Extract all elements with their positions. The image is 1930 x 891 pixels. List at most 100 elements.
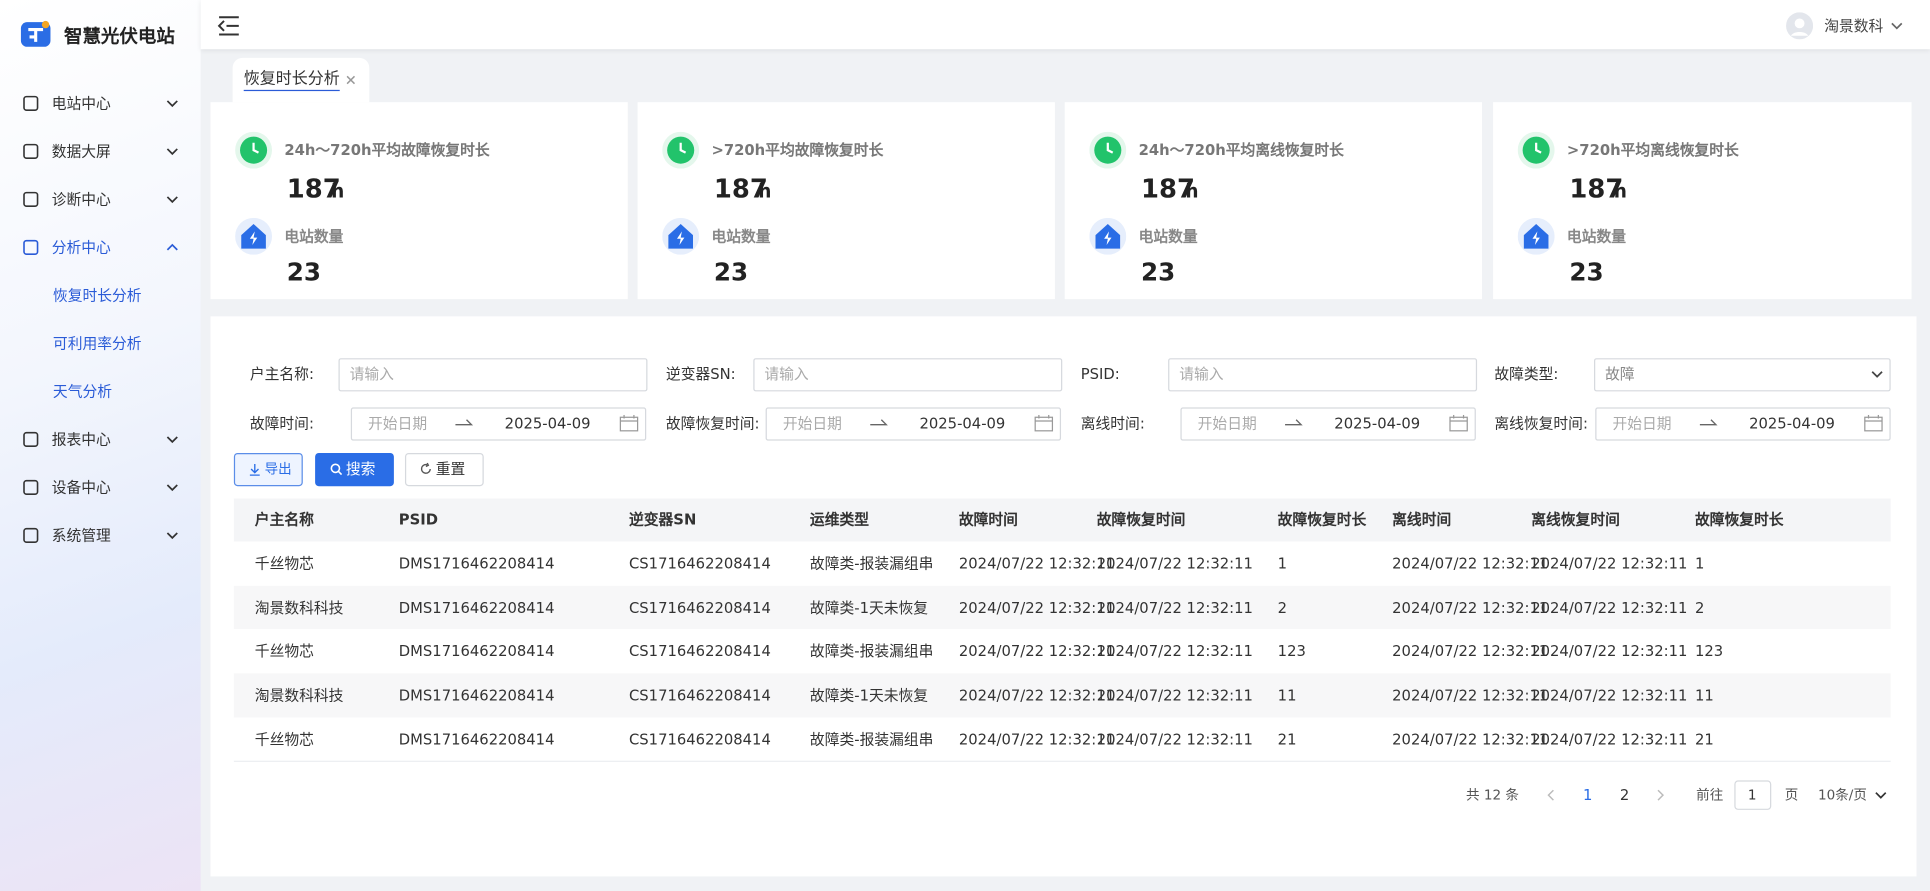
table-cell: 123	[1277, 643, 1306, 661]
menu-item[interactable]: 设备中心	[51, 478, 111, 497]
menu-icon	[23, 191, 39, 207]
button-icon	[330, 463, 343, 476]
submenu-item[interactable]: 可利用率分析	[52, 334, 142, 353]
pagination-total: 共 12 条	[1466, 787, 1519, 804]
table-row	[233, 717, 1891, 763]
avatar	[1786, 12, 1814, 40]
station-icon	[662, 217, 700, 255]
page-size[interactable]: 10条/页	[1818, 787, 1867, 804]
select[interactable]	[1594, 358, 1891, 392]
submenu-item[interactable]: 恢复时长分析	[52, 286, 142, 305]
column-header: 离线恢复时间	[1531, 510, 1620, 529]
filter-label: 故障时间:	[249, 414, 314, 433]
table-cell: CS1716462208414	[628, 643, 771, 661]
table-cell: DMS1716462208414	[398, 730, 555, 749]
text-input[interactable]	[1168, 358, 1478, 392]
filter-label: 逆变器SN:	[665, 365, 736, 383]
table-cell: 1	[1277, 555, 1288, 573]
menu-item[interactable]: 电站中心	[51, 94, 111, 113]
range-arrow	[1285, 419, 1303, 426]
table-row	[233, 673, 1891, 718]
date-range[interactable]	[350, 407, 647, 441]
menu-item[interactable]: 诊断中心	[51, 190, 111, 209]
header	[200, 0, 1930, 50]
column-header: 故障恢复时长	[1694, 510, 1784, 529]
calendar-icon	[1864, 414, 1883, 432]
button-label[interactable]: 导出	[264, 460, 292, 477]
chevron	[166, 196, 178, 204]
date-start: 开始日期	[782, 414, 842, 433]
button-label[interactable]: 重置	[435, 460, 466, 478]
card-unit: h	[331, 180, 345, 203]
table-cell: 淘景数科科技	[254, 686, 344, 705]
page-input[interactable]	[1734, 780, 1772, 810]
menu-icon	[23, 95, 39, 111]
column-header: 故障恢复时长	[1277, 510, 1367, 529]
range-arrow	[1699, 419, 1718, 426]
menu-item[interactable]: 系统管理	[51, 526, 111, 545]
tab-close	[346, 75, 356, 85]
logo	[20, 20, 51, 47]
table-cell: 2024/07/22 12:32:11	[1096, 730, 1253, 749]
tab[interactable]	[232, 57, 370, 103]
table-cell: 千丝物芯	[254, 643, 314, 661]
submenu-item[interactable]: 天气分析	[52, 382, 113, 401]
button[interactable]	[315, 452, 394, 487]
menu-icon	[23, 239, 39, 255]
table-cell: DMS1716462208414	[398, 686, 555, 705]
card-value: 187	[1569, 174, 1624, 204]
page-number[interactable]: 2	[1619, 786, 1630, 804]
table-cell: 故障类-报装漏组串	[809, 555, 934, 573]
table-cell: CS1716462208414	[628, 730, 771, 749]
table-row	[233, 629, 1891, 674]
button-icon	[249, 464, 260, 476]
chevron	[1871, 371, 1883, 378]
table-cell: 故障类-报装漏组串	[809, 730, 934, 749]
table-cell: 2024/07/22 12:32:11	[958, 643, 1116, 661]
card-value: 187	[286, 174, 341, 204]
card-title: >720h平均离线恢复时长	[1566, 141, 1739, 159]
input-placeholder: 请输入	[349, 365, 394, 383]
date-range[interactable]	[1595, 407, 1891, 441]
tab-label[interactable]: 恢复时长分析	[243, 71, 340, 92]
table-cell: DMS1716462208414	[398, 643, 555, 661]
page-input-value[interactable]: 1	[1747, 787, 1757, 804]
text-input[interactable]	[338, 358, 648, 392]
table-cell: CS1716462208414	[628, 686, 771, 705]
text-input[interactable]	[753, 358, 1063, 392]
table-cell: CS1716462208414	[628, 555, 771, 573]
station-icon	[1089, 217, 1127, 255]
button[interactable]	[233, 452, 303, 487]
menu-toggle	[217, 16, 239, 36]
menu-item[interactable]: 分析中心	[51, 238, 111, 257]
input-placeholder: 请输入	[764, 365, 809, 383]
date-start: 开始日期	[368, 414, 428, 433]
filter-label: 离线时间:	[1080, 414, 1145, 433]
table-cell: 2	[1277, 599, 1288, 617]
clock-icon	[1089, 131, 1127, 169]
table-cell: 2024/07/22 12:32:11	[1096, 643, 1253, 661]
table-cell: 2024/07/22 12:32:11	[1392, 599, 1549, 617]
card-title: 24h～720h平均故障恢复时长	[284, 141, 490, 159]
date-range[interactable]	[765, 407, 1062, 441]
card-count: 23	[286, 257, 322, 287]
button[interactable]	[404, 452, 484, 487]
date-end: 2025-04-09	[919, 414, 1006, 433]
chevron	[166, 532, 178, 540]
input-placeholder: 请输入	[1179, 365, 1224, 383]
table-cell: 2024/07/22 12:32:11	[1531, 555, 1688, 573]
table-cell: 淘景数科科技	[254, 599, 344, 617]
page-number[interactable]: 1	[1582, 786, 1593, 804]
table-cell: 故障类-报装漏组串	[809, 643, 934, 661]
menu-item[interactable]: 数据大屏	[51, 142, 111, 161]
user-name[interactable]: 淘景数科	[1824, 17, 1884, 35]
station-icon	[235, 217, 273, 255]
station-icon	[1517, 217, 1555, 255]
button-label[interactable]: 搜索	[345, 460, 376, 478]
table-cell: 故障类-1天未恢复	[809, 686, 929, 705]
card-count: 23	[713, 257, 749, 287]
menu-item[interactable]: 报表中心	[51, 430, 111, 449]
page-unit: 页	[1784, 787, 1799, 804]
date-end: 2025-04-09	[1334, 414, 1421, 433]
date-range[interactable]	[1180, 407, 1476, 441]
